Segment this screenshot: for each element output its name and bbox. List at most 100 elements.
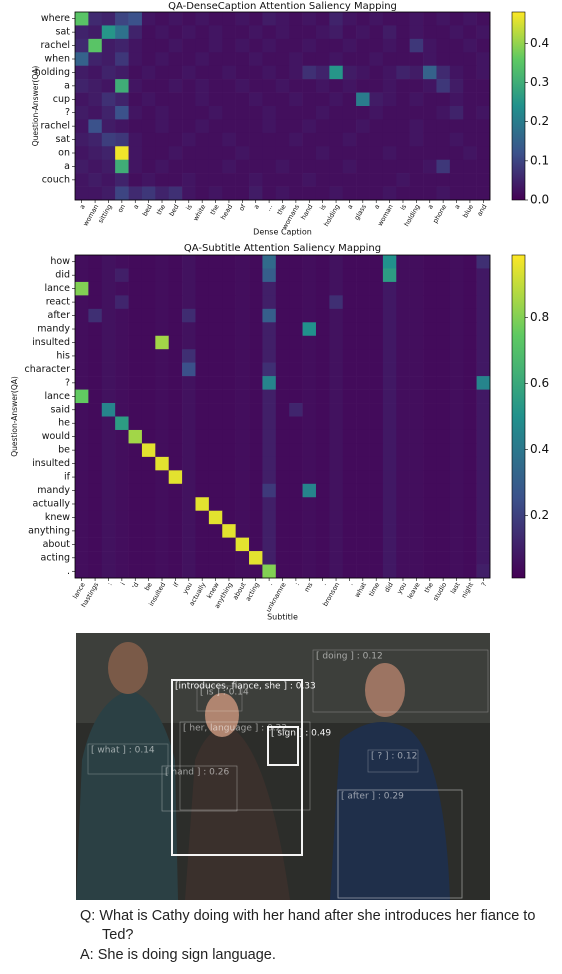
heatmap-cell <box>463 255 477 269</box>
heatmap-cell <box>329 429 344 444</box>
heatmap-cell <box>155 119 170 134</box>
heatmap-cell <box>141 92 156 107</box>
heatmap-cell <box>409 403 424 417</box>
heatmap-cell <box>249 416 263 431</box>
heatmap-cell <box>423 295 437 310</box>
heatmap-cell <box>128 537 143 552</box>
heatmap-cell <box>382 524 397 538</box>
heatmap-cell <box>141 497 156 512</box>
heatmap-cell <box>75 524 89 538</box>
y-tick-label: sat <box>56 27 71 38</box>
heatmap-cell <box>449 376 464 390</box>
heatmap-cell <box>235 483 250 498</box>
heatmap-cell <box>396 52 410 67</box>
heatmap-cell <box>356 335 370 350</box>
heatmap-cell <box>155 416 170 431</box>
heatmap-cell <box>436 389 451 404</box>
heatmap-cell <box>409 349 424 363</box>
heatmap-cell <box>289 362 303 377</box>
heatmap-cell <box>249 524 263 538</box>
heatmap-cell <box>449 52 464 67</box>
heatmap-cell <box>382 25 397 40</box>
heatmap-cell <box>208 429 223 444</box>
heatmap-cell <box>262 443 277 458</box>
heatmap-cell <box>409 564 424 579</box>
heatmap-cell <box>262 25 277 40</box>
heatmap-cell <box>88 38 103 53</box>
heatmap-cell <box>382 186 397 201</box>
person-left <box>76 690 178 900</box>
heatmap-cell <box>235 524 250 538</box>
heatmap-cell <box>342 524 357 538</box>
heatmap-cell <box>356 65 370 80</box>
heatmap-cell <box>275 456 290 471</box>
heatmap-cell <box>222 510 236 525</box>
heatmap-cell <box>88 389 103 404</box>
heatmap-cell <box>463 65 477 80</box>
heatmap-cell <box>262 537 277 552</box>
heatmap-cell <box>208 65 223 80</box>
heatmap-cell <box>463 268 477 283</box>
heatmap-cell <box>302 12 317 26</box>
heatmap-cell <box>342 510 357 525</box>
heatmap-cell <box>235 92 250 107</box>
heatmap-cell <box>329 132 344 147</box>
heatmap-cell <box>396 483 410 498</box>
heatmap-cell <box>141 551 156 565</box>
heatmap-cell <box>75 255 89 269</box>
heatmap-cell <box>476 456 491 471</box>
heatmap-cell <box>222 349 236 363</box>
heatmap-cell <box>182 376 196 390</box>
heatmap-cell <box>423 443 437 458</box>
heatmap-cell <box>436 322 451 337</box>
heatmap-cell <box>182 132 196 147</box>
x-tick-label: the <box>155 203 167 216</box>
heatmap-cell <box>369 362 384 377</box>
heatmap-cell <box>275 119 290 134</box>
heatmap-cell <box>329 52 344 67</box>
heatmap-cell <box>195 173 210 187</box>
heatmap-cell <box>409 12 424 26</box>
heatmap-cell <box>222 483 236 498</box>
heatmap-cell <box>141 564 156 579</box>
heatmap-cell <box>436 551 451 565</box>
y-tick-label: lance <box>44 391 70 402</box>
heatmap-cell <box>382 281 397 296</box>
heatmap-cell <box>182 65 196 80</box>
heatmap-cell <box>396 12 410 26</box>
heatmap-cell <box>262 92 277 107</box>
heatmap-cell <box>302 308 317 323</box>
heatmap-cell <box>101 510 116 525</box>
heatmap-cell <box>262 119 277 134</box>
heatmap-cell <box>275 551 290 565</box>
heatmap-cell <box>195 349 210 363</box>
heatmap-cell <box>409 106 424 120</box>
heatmap-cell <box>195 537 210 552</box>
heatmap-cell <box>356 483 370 498</box>
heatmap-cell <box>356 92 370 107</box>
heatmap-cell <box>75 268 89 283</box>
person-right-head <box>365 663 405 717</box>
heatmap-cell <box>222 524 236 538</box>
heatmap-cell <box>75 429 89 444</box>
heatmap-cell <box>476 403 491 417</box>
heatmap-cell <box>329 483 344 498</box>
heatmap-cell <box>262 146 277 161</box>
heatmap-cell <box>302 443 317 458</box>
heatmap-cell <box>369 132 384 147</box>
heatmap-cell <box>302 322 317 337</box>
y-axis-label: Question-Answer(QA) <box>31 66 40 147</box>
heatmap-cell <box>476 295 491 310</box>
heatmap-cell <box>315 308 330 323</box>
heatmap-cell <box>356 12 370 26</box>
x-tick-label: a <box>78 203 87 210</box>
heatmap-cell <box>235 308 250 323</box>
heatmap-cell <box>409 443 424 458</box>
heatmap-cell <box>155 564 170 579</box>
heatmap-cell <box>222 281 236 296</box>
heatmap-cell <box>88 456 103 471</box>
heatmap-cell <box>235 119 250 134</box>
heatmap-cell <box>155 106 170 120</box>
heatmap-cell <box>235 255 250 269</box>
